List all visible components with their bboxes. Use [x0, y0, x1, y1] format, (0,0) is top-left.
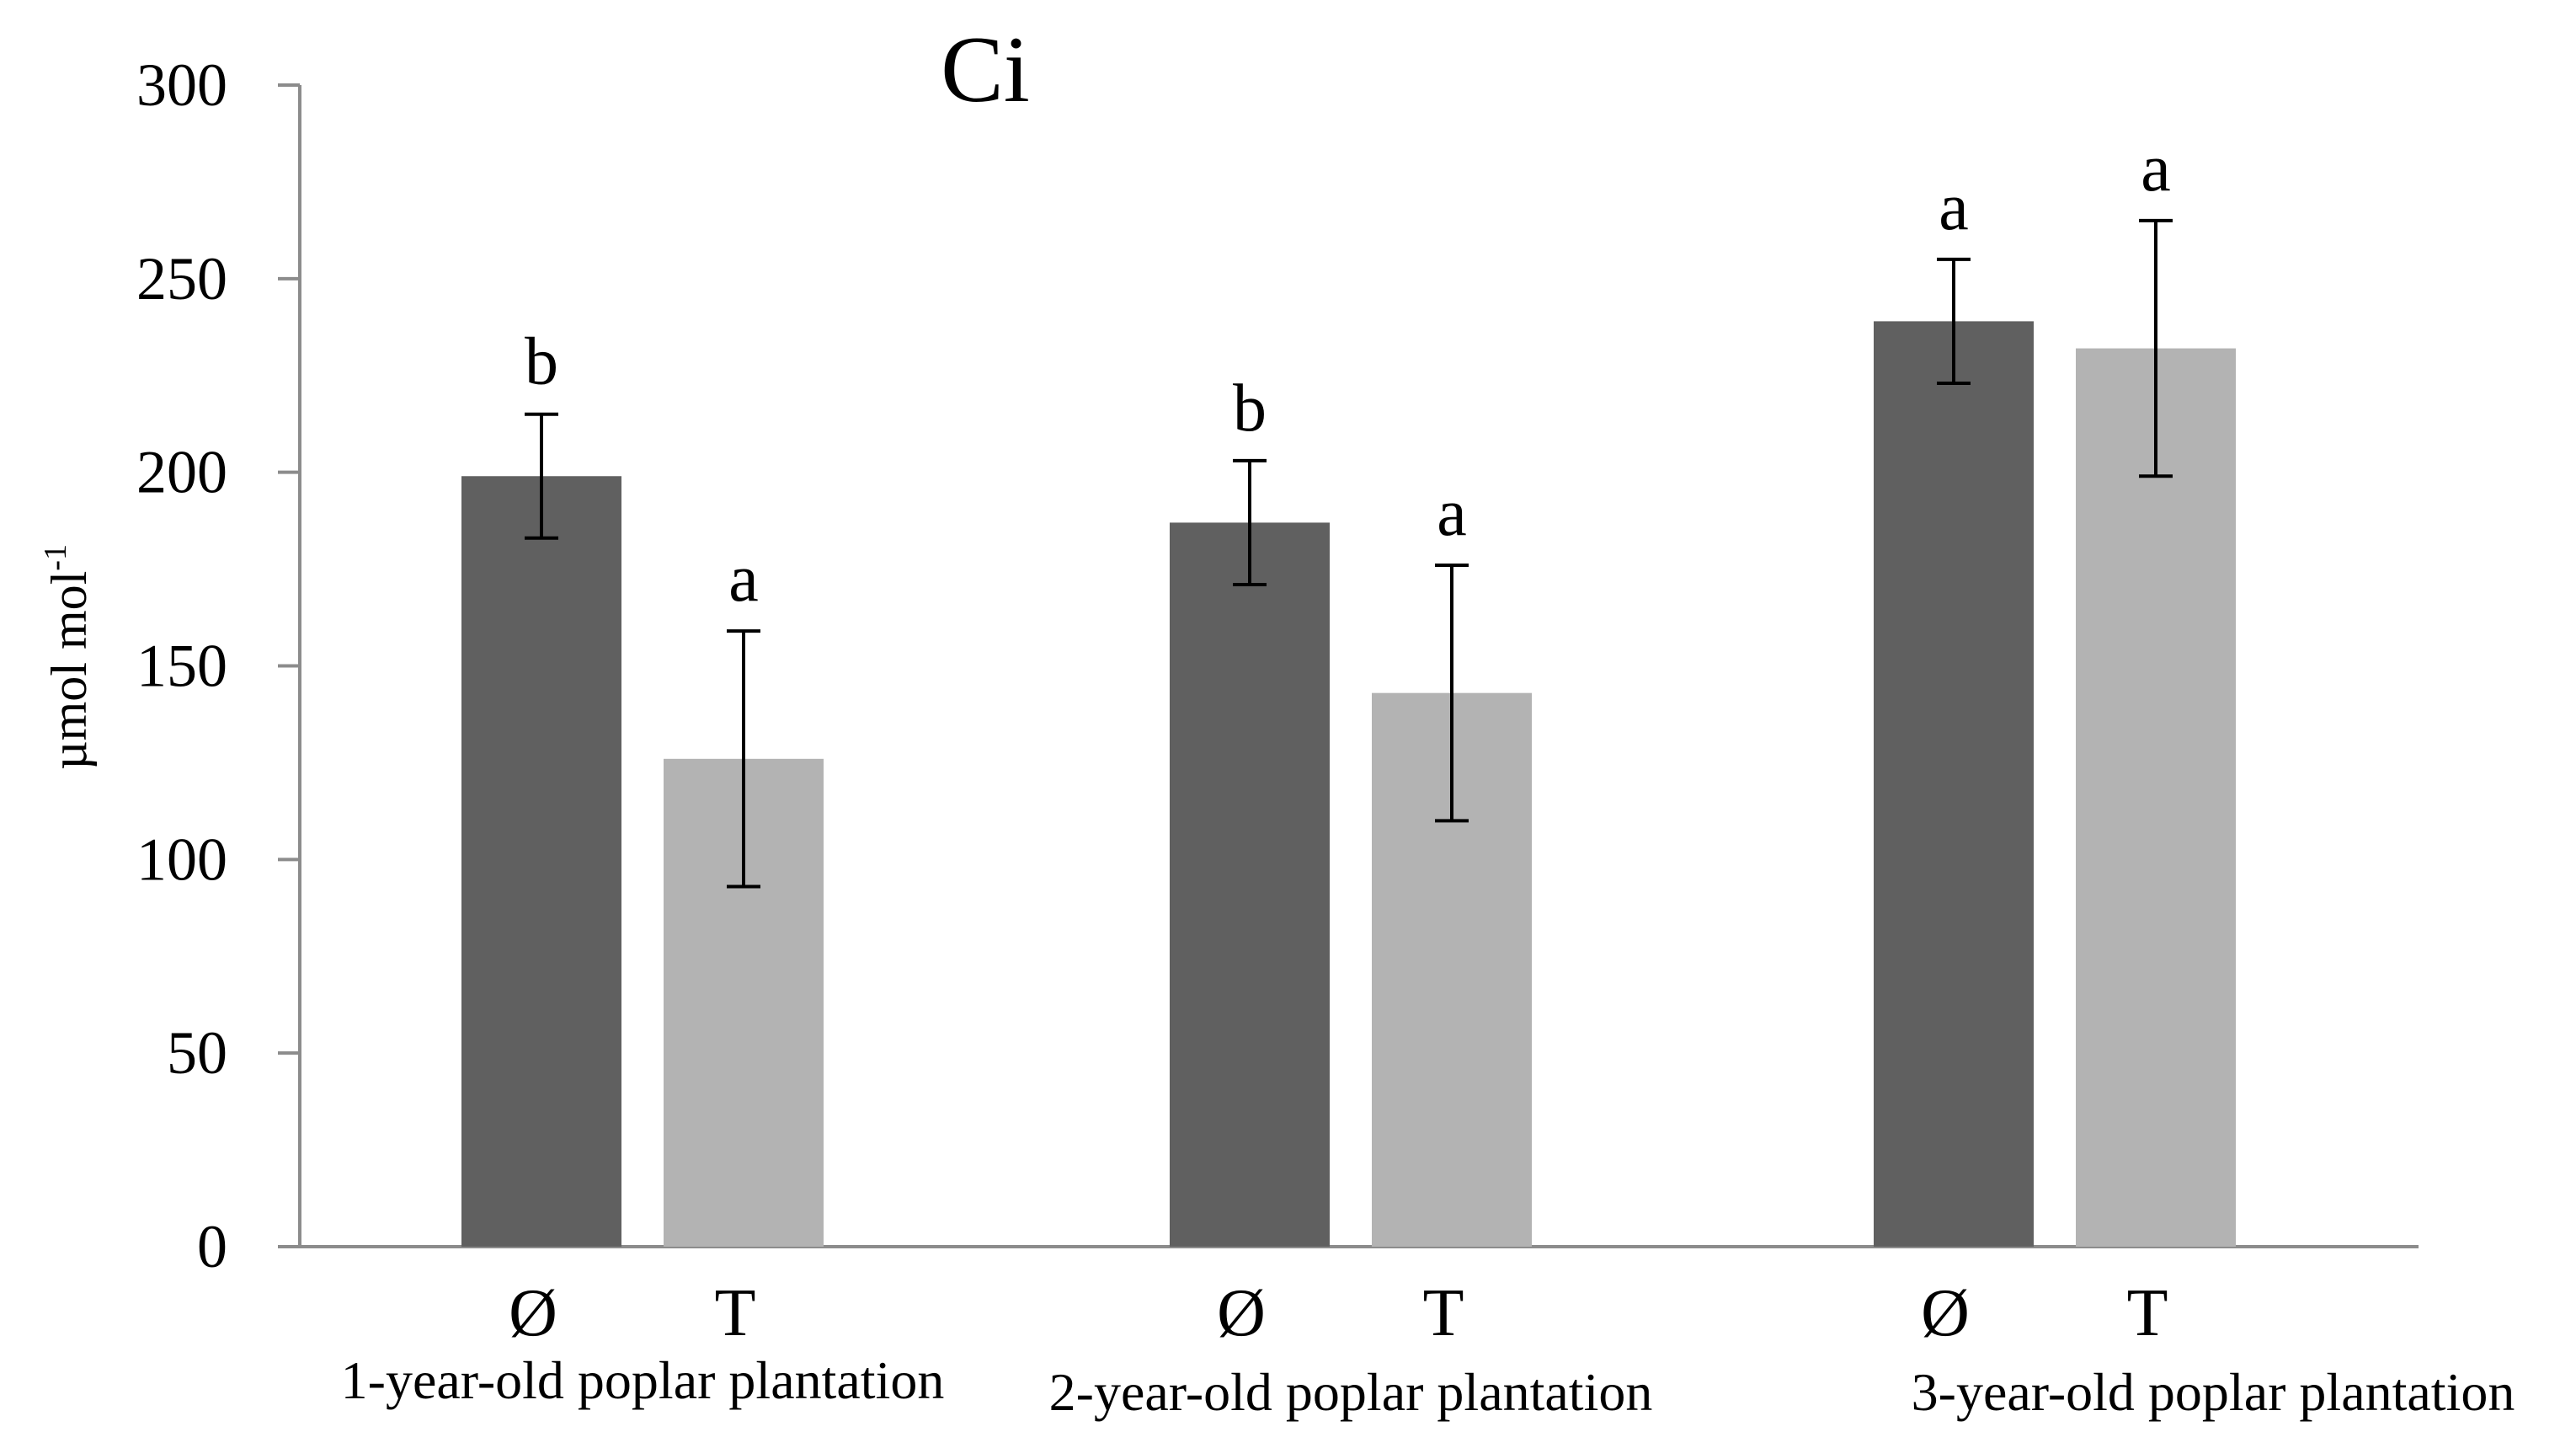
group-label: 2-year-old poplar plantation	[1049, 1362, 1653, 1422]
y-tick-label: 300	[136, 51, 227, 119]
significance-letter: a	[1437, 476, 1467, 550]
y-tick-label: 50	[167, 1019, 227, 1087]
y-axis-label-main: µmol mol	[41, 571, 97, 770]
y-axis-label: µmol mol-1	[38, 544, 97, 770]
y-tick-label: 100	[136, 826, 227, 893]
category-label: Ø	[509, 1276, 557, 1350]
category-label: Ø	[1921, 1276, 1970, 1350]
bar	[2076, 348, 2236, 1247]
bar	[1170, 522, 1330, 1247]
category-label: T	[1423, 1276, 1464, 1350]
bar	[1874, 321, 2034, 1247]
y-tick-label: 200	[136, 439, 227, 506]
y-tick-label: 150	[136, 633, 227, 700]
y-tick-label: 250	[136, 245, 227, 313]
significance-letter: a	[728, 542, 759, 616]
significance-letter: a	[2141, 131, 2171, 206]
group-label: 3-year-old poplar plantation	[1912, 1362, 2515, 1422]
significance-letter: b	[1233, 371, 1267, 446]
category-label: T	[2127, 1276, 2168, 1350]
bar	[461, 476, 621, 1247]
group-label: 1-year-old poplar plantation	[341, 1350, 945, 1410]
category-label: Ø	[1217, 1276, 1266, 1350]
chart-title: Ci	[941, 18, 1030, 122]
significance-letter: a	[1939, 170, 1969, 244]
category-label: T	[715, 1276, 756, 1350]
y-tick-label: 0	[197, 1213, 227, 1280]
significance-letter: b	[525, 325, 558, 399]
y-axis-label-superscript: -1	[38, 544, 73, 571]
